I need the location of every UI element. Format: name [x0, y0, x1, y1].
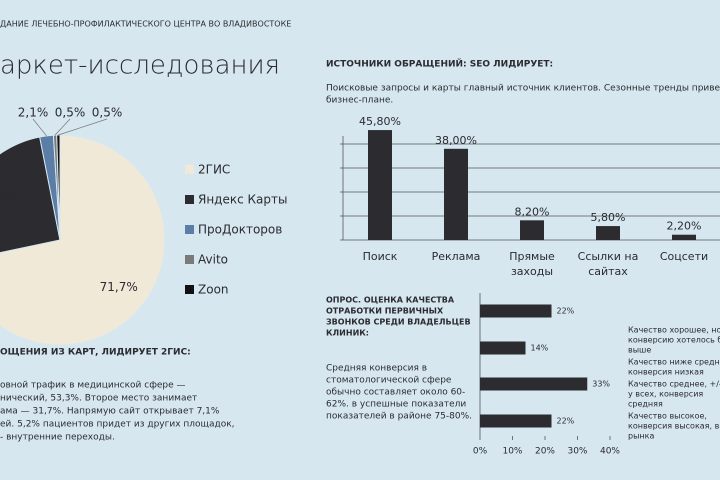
chart-title: ОПРОС. ОЦЕНКА КАЧЕСТВА — [326, 296, 455, 305]
pie-slice — [0, 134, 166, 346]
bar — [520, 220, 544, 240]
x-tick-label: 10% — [502, 447, 522, 457]
value-label: 14% — [531, 344, 549, 353]
bar — [672, 234, 696, 240]
pie-slice — [56, 134, 61, 241]
pie-label: 25,2% — [0, 191, 16, 205]
chart-note: показателей в районе 75-80%. — [326, 412, 472, 422]
chart-note: Средняя конверсия в — [326, 364, 427, 374]
legend-swatch — [185, 195, 194, 204]
category-label: рынка — [628, 432, 654, 441]
legend-swatch — [185, 165, 194, 174]
paragraph-line: нический, 53,3%. Второе место занимает — [0, 394, 197, 404]
x-tick-label: 0% — [473, 447, 488, 457]
bar — [480, 414, 552, 428]
pie-label: 71,7% — [100, 280, 138, 294]
legend-label: Яндекс Карты — [198, 193, 287, 207]
x-tick-label: Поиск — [363, 250, 398, 263]
category-label: Качество ниже средн — [628, 358, 720, 367]
paragraph-line: ей. 5,2% пациентов придет из других площ… — [0, 420, 235, 430]
x-tick-label: 30% — [567, 447, 587, 457]
chart-note: 62%. в успешные показатели — [326, 400, 466, 410]
pie-leader — [54, 118, 71, 136]
category-label: конверсию хотелось б — [628, 336, 720, 345]
chart-subtitle: Поисковые запросы и карты главный источн… — [326, 84, 720, 94]
category-label: Качество среднее, +/- — [628, 380, 720, 389]
bar — [444, 148, 468, 240]
x-tick-label: сайтах — [588, 265, 628, 278]
value-label: 5,80% — [591, 211, 626, 224]
paragraph-line: овной трафик в медицинской сфере — — [0, 381, 186, 391]
x-tick-label: Прямые — [509, 250, 555, 263]
legend-swatch — [185, 225, 194, 234]
left-heading: ОЩЕНИЯ ИЗ КАРТ, ЛИДИРУЕТ 2ГИС: — [0, 348, 191, 358]
legend-label: 2ГИС — [198, 163, 230, 177]
chart-note: стоматологической сфере — [326, 376, 452, 386]
category-label: средняя — [628, 400, 663, 409]
category-label: Качество высокое, — [628, 412, 707, 421]
pie-leader — [58, 118, 108, 136]
chart-title: КЛИНИК: — [326, 329, 369, 338]
chart-title: ИСТОЧНИКИ ОБРАЩЕНИЙ: SEO ЛИДИРУЕТ: — [326, 58, 553, 70]
chart-subtitle: бизнес-плане. — [326, 96, 393, 106]
category-label: конверсия низкая — [628, 368, 704, 377]
paragraph-line: ама — 31,7%. Напрямую сайт открывает 7,1… — [0, 407, 220, 417]
pie-label: 0,5% — [92, 106, 123, 120]
bar — [480, 377, 588, 391]
legend-swatch — [185, 255, 194, 264]
bar — [480, 341, 526, 355]
chart-title: ОТРАБОТКИ ПЕРВИЧНЫХ — [326, 307, 444, 316]
pie-label: 0,5% — [55, 106, 86, 120]
category-label: у всех, конверсия — [628, 390, 703, 399]
bar — [480, 304, 552, 318]
category-label: выше — [628, 346, 651, 355]
x-tick-label: Реклама — [432, 250, 481, 263]
x-tick-label: Ссылки на — [578, 250, 639, 263]
bar — [368, 130, 392, 240]
value-label: 22% — [557, 307, 575, 316]
pie-leader — [32, 118, 47, 137]
pie-label: 2,1% — [18, 106, 49, 120]
legend-label: Avito — [198, 253, 228, 267]
header: ДАНИЕ ЛЕЧЕБНО-ПРОФИЛАКТИЧЕСКОГО ЦЕНТРА В… — [0, 20, 291, 29]
chart-title: ЗВОНКОВ СРЕДИ ВЛАДЕЛЬЦЕВ — [326, 318, 471, 327]
legend-label: ПроДокторов — [198, 223, 282, 237]
x-tick-label: 40% — [600, 447, 620, 457]
chart-note: обычно составляет около 60- — [326, 388, 465, 398]
value-label: 33% — [592, 380, 610, 389]
paragraph-line: - внутренние переходы. — [0, 433, 115, 443]
legend-swatch — [185, 285, 194, 294]
x-tick-label: 20% — [535, 447, 555, 457]
x-tick-label: Соцсети — [660, 250, 708, 263]
value-label: 2,20% — [667, 220, 702, 233]
category-label: конверсия высокая, вы — [628, 422, 720, 431]
x-tick-label: заходы — [511, 265, 553, 278]
value-label: 45,80% — [359, 115, 401, 128]
category-label: Качество хорошее, но — [628, 326, 720, 335]
legend-label: Zoon — [198, 283, 229, 297]
bar — [596, 226, 620, 240]
value-label: 22% — [557, 417, 575, 426]
value-label: 8,20% — [515, 205, 550, 218]
value-label: 38,00% — [435, 134, 477, 147]
title: аркет-исследования — [0, 51, 280, 81]
